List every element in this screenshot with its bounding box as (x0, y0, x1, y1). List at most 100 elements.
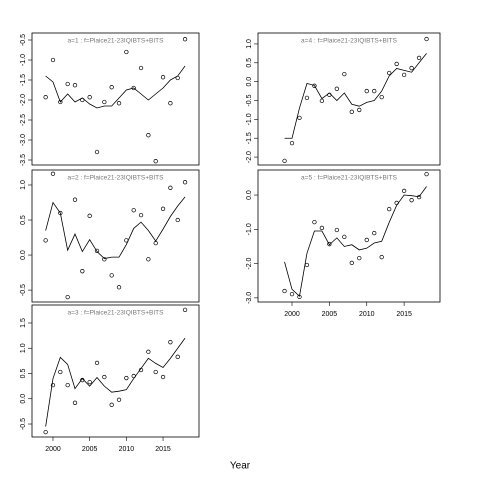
panel: a=3 : f=Plaice21-23IQIBTS+BITS 1.5 1.0 0.5 0… (20, 304, 200, 453)
y-tick-label: -0.5 (20, 34, 27, 46)
panel-title: a=4 : f=Plaice21-23IQIBTS+BITS (301, 38, 398, 45)
y-tick-label: -1.0 (20, 54, 27, 66)
data-point (94, 149, 100, 155)
y-tick-label: -1.5 (246, 132, 253, 144)
data-point (168, 101, 173, 106)
y-tick-label: -3.0 (246, 292, 253, 304)
y-tick-label: 0.0 (20, 250, 27, 260)
data-point (364, 88, 369, 94)
data-point (153, 240, 158, 246)
fit-line (284, 53, 427, 139)
y-tick-label: 1.0 (20, 343, 27, 353)
data-point (182, 37, 188, 42)
data-point (372, 230, 377, 236)
data-point (424, 36, 429, 42)
data-point (372, 88, 377, 94)
data-point (297, 115, 302, 121)
data-point (282, 288, 287, 294)
fit-line (45, 65, 186, 109)
data-point (87, 95, 92, 100)
y-tick-label: 0.0 (246, 77, 253, 87)
data-point (312, 219, 317, 225)
data-point (182, 307, 188, 312)
data-point (138, 212, 144, 218)
y-tick-label: -2.0 (246, 151, 253, 163)
y-tick-label: -0.5 (20, 418, 27, 430)
data-point (65, 81, 70, 87)
data-point (409, 198, 414, 203)
x-tick-label: 2015 (155, 446, 171, 453)
data-point (72, 83, 78, 88)
panel-frame (31, 169, 200, 303)
data-point (87, 213, 92, 218)
y-tick-label: -1.5 (20, 74, 27, 86)
data-point (304, 95, 310, 101)
data-point (334, 86, 340, 91)
data-point (282, 158, 287, 164)
x-tick-label: 2010 (359, 311, 375, 318)
fit-line (284, 186, 427, 297)
data-point (357, 107, 362, 113)
data-point (349, 260, 354, 266)
data-point (72, 197, 78, 202)
data-point (102, 99, 107, 105)
data-point (94, 248, 100, 254)
y-tick-label: -2.0 (246, 257, 253, 269)
panel: a=5 : f=Plaice21-23IQIBTS+BITS 0.0 -1.0 -2.… (246, 169, 441, 318)
data-point (58, 369, 63, 375)
data-point (146, 133, 151, 138)
data-point (43, 95, 48, 100)
data-point (102, 257, 107, 262)
x-axis-label: Year (230, 461, 251, 472)
y-tick-label: -3.5 (20, 154, 27, 166)
y-tick-label: 0.5 (20, 215, 27, 225)
panel-title: a=5 : f=Plaice21-23IQIBTS+BITS (301, 175, 398, 182)
data-point (94, 360, 100, 366)
data-point (289, 140, 295, 146)
y-tick-label: 1.5 (20, 318, 27, 328)
data-point (160, 374, 166, 380)
data-point (416, 194, 422, 200)
y-tick-label: -3.0 (20, 134, 27, 146)
data-point (124, 49, 129, 55)
data-point (102, 374, 107, 380)
data-point (409, 65, 414, 71)
x-tick-label: 2015 (396, 311, 412, 318)
data-point (146, 257, 151, 262)
data-point (327, 241, 332, 247)
data-point (124, 375, 129, 381)
data-point (387, 206, 392, 212)
panel-title: a=1 : f=Plaice21-23IQIBTS+BITS (68, 38, 165, 45)
data-point (175, 217, 180, 223)
data-point (319, 98, 325, 104)
data-point (58, 99, 63, 105)
data-point (153, 159, 158, 164)
data-point (116, 101, 122, 106)
panel-frame (257, 169, 441, 303)
x-tick-label: 2000 (284, 311, 300, 318)
data-point (175, 354, 180, 359)
data-point (379, 94, 384, 100)
data-point (146, 349, 151, 354)
data-point (424, 171, 429, 177)
panel-frame (257, 32, 441, 166)
x-tick-label: 2005 (82, 446, 98, 453)
data-point (349, 109, 354, 114)
y-tick-label: -1.0 (246, 223, 253, 235)
y-tick-label: -2.0 (20, 94, 27, 106)
data-point (379, 254, 384, 260)
data-point (394, 61, 399, 67)
data-point (153, 369, 158, 375)
y-tick-label: -2.5 (20, 114, 27, 126)
data-point (401, 72, 407, 78)
panel: a=2 : f=Plaice21-23IQIBTS+BITS 1.0 0.5 0.0 -… (20, 169, 200, 303)
data-point (416, 55, 422, 61)
panel-title: a=3 : f=Plaice21-23IQIBTS+BITS (68, 310, 165, 317)
panel-frame (31, 32, 200, 166)
data-point (131, 208, 136, 213)
data-point (50, 57, 56, 63)
data-point (342, 234, 347, 240)
panel-frame (31, 304, 200, 438)
data-point (160, 75, 166, 80)
